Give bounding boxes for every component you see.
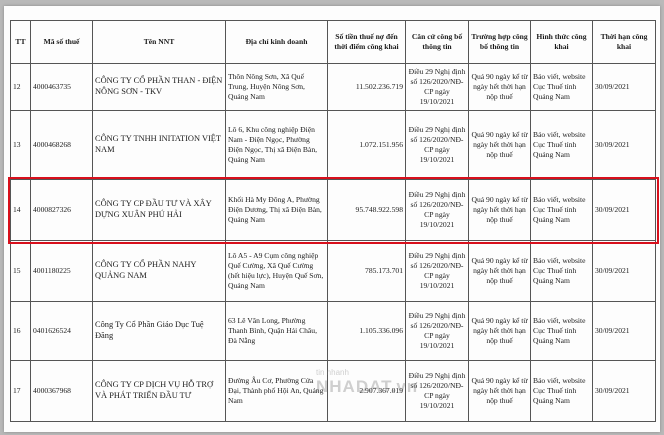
table-cell: Quá 90 ngày kể từ ngày hết thời hạn nộp … [468, 63, 531, 111]
table-cell: 4000827326 [30, 179, 93, 241]
table-cell: Công Ty Cổ Phần Giáo Dục Tuệ Đăng [92, 301, 226, 361]
header-cell: Trường hợp công bố thông tin [468, 20, 531, 64]
header-cell: Mã số thuế [30, 20, 93, 64]
table-cell: CÔNG TY TNHH INITATION VIỆT NAM [92, 110, 226, 180]
table-cell: Điều 29 Nghị định số 126/2020/NĐ-CP ngày… [405, 63, 469, 111]
table-cell: 30/09/2021 [592, 360, 656, 422]
table-cell: 30/09/2021 [592, 301, 656, 361]
header-cell: TT [10, 20, 31, 64]
table-row: 15 4001180225 CÔNG TY CỔ PHẦN NAHY QUẢNG N… [10, 240, 656, 302]
table-cell: Báo viết, website Cục Thuế tỉnh Quảng Na… [530, 110, 593, 180]
table-cell: 14 [10, 179, 31, 241]
table-cell: 13 [10, 110, 31, 180]
header-cell: Địa chỉ kinh doanh [225, 20, 328, 64]
table-cell: CÔNG TY CỔ PHẦN THAN - ĐIỆN NÔNG SƠN - T… [92, 63, 226, 111]
table-cell: 11.502.236.719 [327, 63, 406, 111]
table-cell: Quá 90 ngày kể từ ngày hết thời hạn nộp … [468, 240, 531, 302]
table-row: 17 4000367968 CÔNG TY CP DỊCH VỤ HỖ TRỢ VÀ… [10, 360, 656, 422]
table-cell: Báo viết, website Cục Thuế tỉnh Quảng Na… [530, 360, 593, 422]
header-cell: Hình thức công khai [530, 20, 593, 64]
table-cell: 4000367968 [30, 360, 93, 422]
header-cell: Thời hạn công khai [592, 20, 656, 64]
table-row: 13 4000468268 CÔNG TY TNHH INITATION VIỆT … [10, 110, 656, 180]
table-cell: CÔNG TY CP DỊCH VỤ HỖ TRỢ VÀ PHÁT TRIỂN … [92, 360, 226, 422]
table-row: 14 4000827326 CÔNG TY CP ĐẦU TƯ VÀ XÂY DỰN… [10, 179, 656, 241]
watermark-top: tin nhanh [316, 368, 349, 377]
table-cell: 0401626524 [30, 301, 93, 361]
table-cell: 12 [10, 63, 31, 111]
table-cell: 30/09/2021 [592, 179, 656, 241]
table-cell: 30/09/2021 [592, 110, 656, 180]
table-cell: Lô 6, Khu công nghiệp Điện Nam - Điện Ng… [225, 110, 328, 180]
table-cell: 4001180225 [30, 240, 93, 302]
table-body: 12 4000463735 CÔNG TY CỔ PHẦN THAN - ĐIỆN … [10, 63, 656, 422]
table-cell: Lô A5 - A9 Cụm công nghiệp Quế Cường, Xã… [225, 240, 328, 302]
table-cell: Báo viết, website Cục Thuế tỉnh Quảng Na… [530, 240, 593, 302]
table-cell: 17 [10, 360, 31, 422]
table-cell: 785.173.701 [327, 240, 406, 302]
table-cell: 30/09/2021 [592, 63, 656, 111]
table-cell: Quá 90 ngày kể từ ngày hết thời hạn nộp … [468, 360, 531, 422]
table-cell: Thôn Nông Sơn, Xã Quế Trung, Huyện Nông … [225, 63, 328, 111]
watermark-brand: NHADAT.vn [316, 377, 419, 396]
table-cell: 95.748.922.598 [327, 179, 406, 241]
table-cell: Điều 29 Nghị định số 126/2020/NĐ-CP ngày… [405, 179, 469, 241]
table-cell: Quá 90 ngày kể từ ngày hết thời hạn nộp … [468, 301, 531, 361]
table-cell: Báo viết, website Cục Thuế tỉnh Quảng Na… [530, 63, 593, 111]
table-cell: Báo viết, website Cục Thuế tỉnh Quảng Na… [530, 179, 593, 241]
table-row: 12 4000463735 CÔNG TY CỔ PHẦN THAN - ĐIỆN … [10, 63, 656, 111]
table-cell: Đường Âu Cơ, Phường Cửa Đại, Thành phố H… [225, 360, 328, 422]
table-cell: 4000463735 [30, 63, 93, 111]
table-cell: Điều 29 Nghị định số 126/2020/NĐ-CP ngày… [405, 240, 469, 302]
table-cell: 1.105.336.096 [327, 301, 406, 361]
header-cell: Số tiền thuế nợ đến thời điểm công khai [327, 20, 406, 64]
header-row: TT Mã số thuế Tên NNT Địa chỉ kinh doanh Số … [10, 20, 656, 64]
header-cell: Căn cứ công bố thông tin [405, 20, 469, 64]
table-cell: 30/09/2021 [592, 240, 656, 302]
table-row: 16 0401626524 Công Ty Cổ Phần Giáo Dục Tuệ… [10, 301, 656, 361]
header-cell: Tên NNT [92, 20, 226, 64]
table-cell: Điều 29 Nghị định số 126/2020/NĐ-CP ngày… [405, 301, 469, 361]
table-cell: Điều 29 Nghị định số 126/2020/NĐ-CP ngày… [405, 110, 469, 180]
table-cell: 63 Lê Văn Long, Phường Thanh Bình, Quận … [225, 301, 328, 361]
table-cell: Quá 90 ngày kể từ ngày hết thời hạn nộp … [468, 179, 531, 241]
table-cell: 4000468268 [30, 110, 93, 180]
table-cell: Quá 90 ngày kể từ ngày hết thời hạn nộp … [468, 110, 531, 180]
table-cell: 1.072.151.956 [327, 110, 406, 180]
table-cell: 15 [10, 240, 31, 302]
watermark: tin nhanh NHADAT.vn [316, 368, 418, 397]
tax-debt-table: TT Mã số thuế Tên NNT Địa chỉ kinh doanh Số … [10, 20, 656, 422]
table-cell: 2.907.367.019 [327, 360, 406, 422]
table-cell: Khối Hà My Đông A, Phường Điện Dương, Th… [225, 179, 328, 241]
document-sheet: TT Mã số thuế Tên NNT Địa chỉ kinh doanh Số … [4, 6, 660, 432]
table-cell: 16 [10, 301, 31, 361]
table-cell: Điều 29 Nghị định số 126/2020/NĐ-CP ngày… [405, 360, 469, 422]
table-cell: CÔNG TY CỔ PHẦN NAHY QUẢNG NAM [92, 240, 226, 302]
table-cell: CÔNG TY CP ĐẦU TƯ VÀ XÂY DỰNG XUÂN PHÚ H… [92, 179, 226, 241]
table-cell: Báo viết, website Cục Thuế tỉnh Quảng Na… [530, 301, 593, 361]
